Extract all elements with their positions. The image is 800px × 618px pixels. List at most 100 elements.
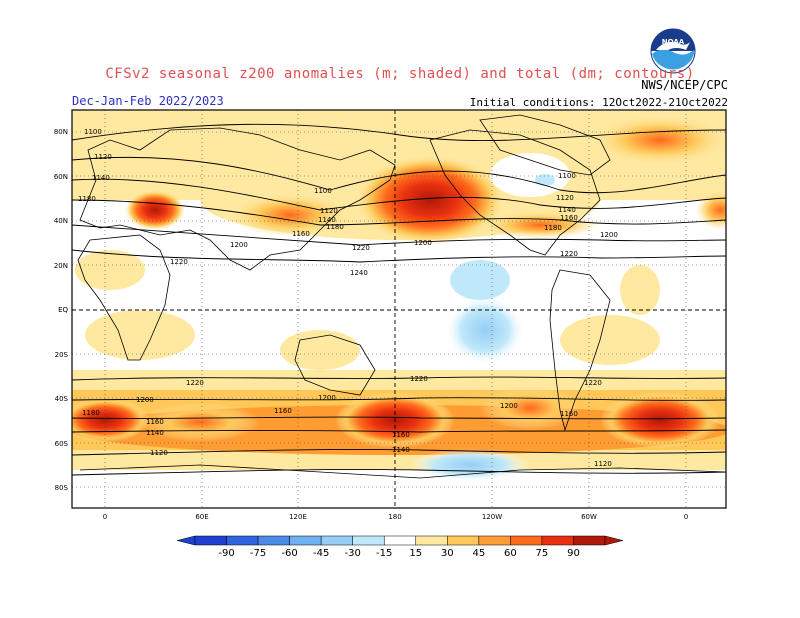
colorbar-arrow-right: [604, 535, 624, 546]
contour-label: 1220: [584, 379, 602, 387]
contour-label: 1180: [326, 223, 344, 231]
colorbar-swatch: [478, 535, 511, 546]
contour-label: 1100: [314, 187, 332, 195]
contour-label: 1200: [230, 241, 248, 249]
lat-tick: EQ: [58, 306, 68, 314]
colorbar-swatch: [541, 535, 574, 546]
lat-tick: 60S: [55, 440, 69, 448]
contour-label: 1160: [560, 410, 578, 418]
contour-label: 1120: [594, 460, 612, 468]
colorbar-tick-label: 45: [472, 548, 485, 559]
colorbar-tick-label: -75: [250, 548, 266, 559]
season-label: Dec-Jan-Feb 2022/2023: [72, 94, 224, 108]
colorbar-swatch: [383, 535, 417, 546]
greenland-canada-outline: [479, 114, 611, 176]
lat-tick: 80N: [54, 128, 68, 136]
lat-tick: 80S: [55, 484, 69, 492]
sh-high-se-pacific: [600, 392, 720, 448]
lat-axis: 80N 60N 40N 20N EQ 20S 40S 60S 80S: [54, 128, 69, 492]
tropical-pacific-low: [445, 295, 525, 365]
colorbar-swatch: [352, 535, 385, 546]
contour-label: 1240: [350, 269, 368, 277]
colorbar-swatch: [415, 535, 448, 546]
colorbar-tick-label: -60: [281, 548, 297, 559]
contour-label: 1120: [320, 207, 338, 215]
contour-label: 1140: [146, 429, 164, 437]
contour-label: 1200: [414, 239, 432, 247]
north-america-outline: [429, 129, 601, 256]
south-america-outline: [549, 269, 611, 432]
equator-dateline: [72, 110, 726, 508]
contour-label: 1200: [318, 394, 336, 402]
lat-tick: 20S: [55, 351, 69, 359]
contour-label: 1140: [392, 446, 410, 454]
contour-label: 1120: [150, 449, 168, 457]
graticule: [72, 110, 726, 508]
noaa-logo-icon: NOAA: [650, 28, 696, 74]
contour-label: 1180: [544, 224, 562, 232]
contour-label: 1160: [560, 214, 578, 222]
colorbar-swatch: [226, 535, 259, 546]
contour-label: 1120: [556, 194, 574, 202]
contour-label: 1200: [136, 396, 154, 404]
colorbar-tick-label: 60: [504, 548, 517, 559]
antarctic-low: [410, 449, 530, 481]
contour-labels: 1100 1120 1140 1180 1200 1220 1240 1220 …: [78, 128, 618, 468]
colorbar-tick-label: 15: [409, 548, 422, 559]
colorbar-tick-label: 75: [536, 548, 549, 559]
colorbar-arrow-left: [176, 535, 196, 546]
lat-tick: 40S: [55, 395, 69, 403]
contour-label: 1140: [558, 206, 576, 214]
contour-label: 1220: [352, 244, 370, 252]
contour-label: 1220: [560, 250, 578, 258]
contour-label: 1220: [186, 379, 204, 387]
colorbar-tick-label: 30: [441, 548, 454, 559]
init-label: Initial conditions: 12Oct2022-21Oct2022: [469, 96, 728, 109]
org-label: NWS/NCEP/CPC: [641, 78, 728, 92]
contour-label: 1220: [410, 375, 428, 383]
coastlines: [77, 114, 726, 479]
lon-tick: 60W: [581, 513, 597, 521]
colorbar-swatch: [573, 535, 606, 546]
contour-label: 1120: [94, 153, 112, 161]
lon-tick: 180: [388, 513, 401, 521]
contour-label: 1180: [82, 409, 100, 417]
colorbar-swatch: [257, 535, 290, 546]
lon-tick: 0: [684, 513, 688, 521]
nh-high-north-pacific: [355, 155, 505, 245]
lon-axis: 0 60E 120E 180 120W 60W 0: [103, 513, 688, 521]
australia-outline: [294, 334, 376, 396]
contour-label: 1100: [558, 172, 576, 180]
lon-tick: 120E: [289, 513, 307, 521]
colorbar-tick-label: -30: [345, 548, 361, 559]
lat-tick: 40N: [54, 217, 68, 225]
sh-high-atlantic: [72, 398, 150, 442]
lon-tick: 120W: [482, 513, 502, 521]
colorbar-swatch: [447, 535, 480, 546]
colorbar-tick-label: -90: [218, 548, 234, 559]
colorbar-swatch: [289, 535, 322, 546]
colorbar-swatch: [320, 535, 353, 546]
height-contours: [72, 123, 726, 476]
map-frame: [71, 109, 727, 509]
colorbar-tick-label: 90: [567, 548, 580, 559]
contour-label: 1160: [146, 418, 164, 426]
contour-label: 1180: [78, 195, 96, 203]
lon-tick: 0: [103, 513, 107, 521]
logo-text: NOAA: [662, 38, 685, 46]
eurasia-outline: [79, 127, 396, 271]
colorbar-tick-label: -45: [313, 548, 329, 559]
contour-label: 1200: [600, 231, 618, 239]
contour-label: 1160: [392, 431, 410, 439]
contour-label: 1160: [274, 407, 292, 415]
antarctica-outline: [79, 464, 726, 479]
contour-label: 1140: [318, 216, 336, 224]
africa-outline: [77, 234, 171, 361]
contour-label: 1200: [500, 402, 518, 410]
lon-tick: 60E: [195, 513, 208, 521]
contour-label: 1140: [92, 174, 110, 182]
contour-label: 1160: [292, 230, 310, 238]
chart-title: CFSv2 seasonal z200 anomalies (m; shaded…: [105, 66, 695, 82]
colorbar-swatch: [510, 535, 543, 546]
